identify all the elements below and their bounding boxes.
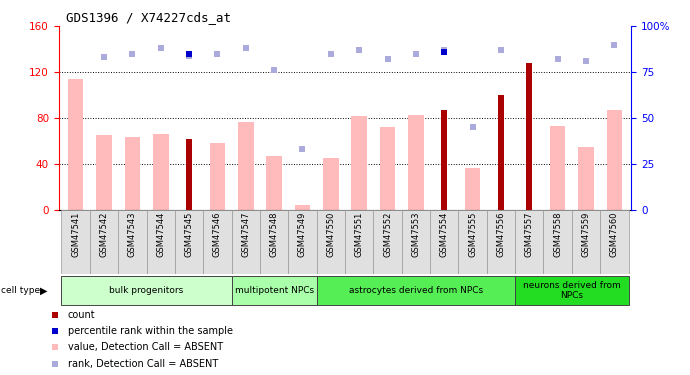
Bar (578, 147, 594, 210)
Text: GSM47557: GSM47557 (525, 212, 534, 257)
Bar (186, 139, 193, 210)
Text: GSM47550: GSM47550 (326, 212, 335, 257)
Bar (544, 210, 572, 274)
Bar (572, 210, 600, 274)
Bar (607, 110, 622, 210)
Text: GSM47549: GSM47549 (298, 212, 307, 257)
Bar (486, 210, 515, 274)
Bar (153, 134, 168, 210)
Bar (232, 276, 317, 305)
Bar (465, 168, 480, 210)
Bar (373, 210, 402, 274)
Text: GSM47544: GSM47544 (156, 212, 165, 257)
Text: GSM47548: GSM47548 (270, 212, 279, 257)
Bar (497, 95, 504, 210)
Text: GSM47558: GSM47558 (553, 212, 562, 257)
Text: astrocytes derived from NPCs: astrocytes derived from NPCs (349, 286, 483, 295)
Bar (515, 210, 544, 274)
Bar (600, 210, 629, 274)
Text: GSM47541: GSM47541 (71, 212, 80, 257)
Text: GSM47546: GSM47546 (213, 212, 222, 257)
Text: neurons derived from
NPCs: neurons derived from NPCs (523, 281, 621, 300)
Bar (550, 126, 565, 210)
Text: cell type: cell type (1, 286, 41, 295)
Text: GSM47559: GSM47559 (582, 212, 591, 257)
Bar (458, 210, 486, 274)
Bar (380, 128, 395, 210)
Bar (68, 79, 83, 210)
Text: ▶: ▶ (40, 286, 48, 296)
Bar (204, 210, 232, 274)
Bar (238, 122, 253, 210)
Bar (317, 210, 345, 274)
Bar (210, 143, 225, 210)
Text: count: count (68, 310, 96, 320)
Text: bulk progenitors: bulk progenitors (110, 286, 184, 295)
Text: GSM47543: GSM47543 (128, 212, 137, 257)
Bar (430, 210, 458, 274)
Bar (526, 63, 533, 210)
Text: GSM47545: GSM47545 (184, 212, 194, 257)
Text: value, Detection Call = ABSENT: value, Detection Call = ABSENT (68, 342, 223, 352)
Bar (408, 115, 424, 210)
Bar (266, 156, 282, 210)
Bar (402, 210, 430, 274)
Text: GSM47553: GSM47553 (411, 212, 420, 257)
Bar (515, 276, 629, 305)
Text: GSM47554: GSM47554 (440, 212, 449, 257)
Bar (125, 136, 140, 210)
Bar (317, 276, 515, 305)
Text: GSM47551: GSM47551 (355, 212, 364, 257)
Text: GSM47556: GSM47556 (496, 212, 506, 257)
Bar (118, 210, 146, 274)
Text: multipotent NPCs: multipotent NPCs (235, 286, 314, 295)
Bar (295, 206, 310, 210)
Text: GSM47552: GSM47552 (383, 212, 392, 257)
Text: rank, Detection Call = ABSENT: rank, Detection Call = ABSENT (68, 359, 218, 369)
Text: GSM47542: GSM47542 (99, 212, 108, 257)
Bar (351, 116, 367, 210)
Bar (61, 210, 90, 274)
Bar (96, 135, 112, 210)
Bar (232, 210, 260, 274)
Text: GSM47547: GSM47547 (241, 212, 250, 257)
Bar (288, 210, 317, 274)
Bar (175, 210, 204, 274)
Bar (90, 210, 118, 274)
Bar (146, 210, 175, 274)
Text: GSM47560: GSM47560 (610, 212, 619, 257)
Bar (345, 210, 373, 274)
Bar (441, 110, 447, 210)
Text: percentile rank within the sample: percentile rank within the sample (68, 326, 233, 336)
Text: GSM47555: GSM47555 (468, 212, 477, 257)
Text: GDS1396 / X74227cds_at: GDS1396 / X74227cds_at (66, 11, 230, 24)
Bar (323, 158, 339, 210)
Bar (61, 276, 232, 305)
Bar (260, 210, 288, 274)
